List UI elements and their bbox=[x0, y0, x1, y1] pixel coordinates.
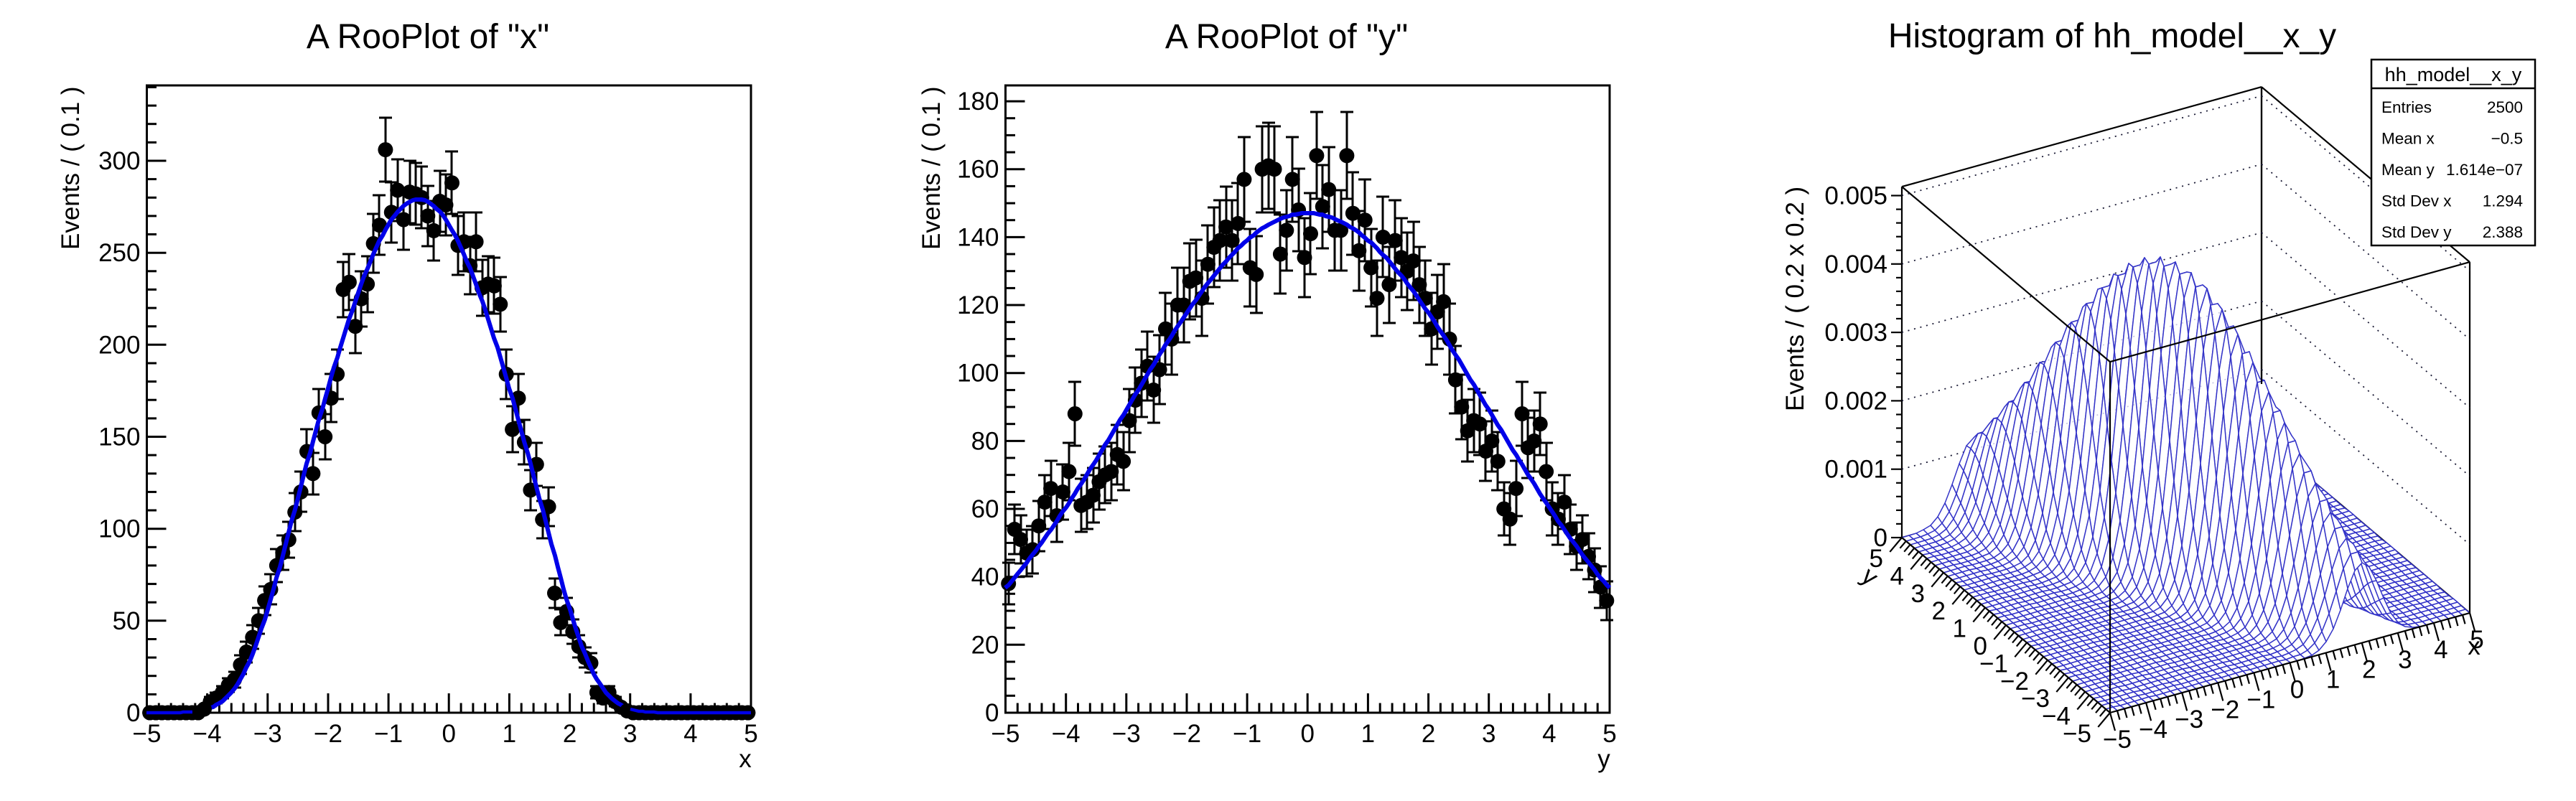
svg-text:1.294: 1.294 bbox=[2483, 192, 2523, 210]
svg-text:−3: −3 bbox=[253, 720, 282, 748]
svg-text:−2: −2 bbox=[2000, 668, 2029, 695]
svg-text:Std Dev y: Std Dev y bbox=[2381, 223, 2452, 241]
svg-text:−1: −1 bbox=[1979, 650, 2008, 678]
svg-text:250: 250 bbox=[98, 239, 140, 267]
svg-text:4: 4 bbox=[1890, 562, 1904, 590]
svg-text:−2: −2 bbox=[2211, 695, 2239, 723]
svg-text:−3: −3 bbox=[1112, 720, 1141, 748]
svg-text:Std Dev x: Std Dev x bbox=[2381, 192, 2452, 210]
svg-text:50: 50 bbox=[113, 607, 141, 635]
svg-text:100: 100 bbox=[957, 360, 999, 388]
svg-text:140: 140 bbox=[957, 223, 999, 251]
svg-text:0.001: 0.001 bbox=[1824, 456, 1887, 484]
svg-text:x: x bbox=[2468, 632, 2481, 660]
svg-text:−0.5: −0.5 bbox=[2491, 130, 2523, 148]
svg-text:0: 0 bbox=[1874, 524, 1887, 552]
svg-text:−4: −4 bbox=[1052, 720, 1081, 748]
svg-text:x: x bbox=[739, 745, 752, 773]
svg-text:3: 3 bbox=[1911, 580, 1925, 608]
svg-text:Entries: Entries bbox=[2381, 98, 2432, 116]
svg-text:3: 3 bbox=[623, 720, 637, 748]
svg-text:4: 4 bbox=[683, 720, 697, 748]
svg-text:1: 1 bbox=[2326, 666, 2340, 694]
svg-text:4: 4 bbox=[2434, 636, 2447, 664]
svg-text:−4: −4 bbox=[2042, 703, 2071, 731]
svg-text:−4: −4 bbox=[193, 720, 222, 748]
svg-text:180: 180 bbox=[957, 88, 999, 116]
svg-text:Events / ( 0.2 x 0.2 ): Events / ( 0.2 x 0.2 ) bbox=[1781, 187, 1809, 411]
svg-text:0: 0 bbox=[2290, 676, 2304, 704]
svg-text:4: 4 bbox=[1542, 720, 1556, 748]
svg-text:−2: −2 bbox=[314, 720, 342, 748]
svg-text:5: 5 bbox=[1870, 545, 1883, 573]
svg-text:80: 80 bbox=[971, 427, 999, 455]
svg-text:5: 5 bbox=[2470, 626, 2483, 654]
svg-text:3: 3 bbox=[2398, 646, 2412, 674]
svg-text:2: 2 bbox=[1422, 720, 1435, 748]
svg-text:Histogram of hh_model__x_y: Histogram of hh_model__x_y bbox=[1888, 17, 2336, 55]
svg-text:−1: −1 bbox=[2246, 685, 2275, 713]
svg-text:2500: 2500 bbox=[2487, 98, 2523, 116]
svg-text:Events / ( 0.1 ): Events / ( 0.1 ) bbox=[918, 86, 946, 250]
svg-text:1: 1 bbox=[1953, 615, 1966, 643]
svg-text:200: 200 bbox=[98, 331, 140, 359]
svg-text:100: 100 bbox=[98, 515, 140, 543]
svg-text:150: 150 bbox=[98, 423, 140, 451]
svg-text:0: 0 bbox=[1974, 632, 1987, 660]
svg-text:1: 1 bbox=[1361, 720, 1375, 748]
svg-text:40: 40 bbox=[971, 563, 999, 591]
svg-text:0: 0 bbox=[1300, 720, 1314, 748]
svg-text:1.614e−07: 1.614e−07 bbox=[2446, 161, 2523, 179]
svg-text:2: 2 bbox=[1932, 597, 1946, 625]
svg-text:5: 5 bbox=[1602, 720, 1616, 748]
svg-text:120: 120 bbox=[957, 291, 999, 319]
svg-text:0: 0 bbox=[126, 699, 140, 727]
svg-text:60: 60 bbox=[971, 495, 999, 523]
svg-text:hh_model__x_y: hh_model__x_y bbox=[2385, 64, 2522, 85]
svg-text:Mean y: Mean y bbox=[2381, 161, 2435, 179]
svg-text:Events / ( 0.1 ): Events / ( 0.1 ) bbox=[57, 86, 85, 250]
svg-text:2: 2 bbox=[2362, 656, 2376, 684]
svg-text:−1: −1 bbox=[374, 720, 403, 748]
svg-text:−3: −3 bbox=[2021, 685, 2050, 713]
svg-text:−1: −1 bbox=[1233, 720, 1261, 748]
svg-text:3: 3 bbox=[1482, 720, 1495, 748]
svg-text:y: y bbox=[1597, 745, 1610, 773]
svg-text:0.005: 0.005 bbox=[1824, 182, 1887, 210]
svg-text:160: 160 bbox=[957, 156, 999, 184]
svg-text:0.002: 0.002 bbox=[1824, 387, 1887, 415]
svg-text:300: 300 bbox=[98, 147, 140, 175]
svg-text:Mean x: Mean x bbox=[2381, 130, 2435, 148]
svg-text:A RooPlot of "x": A RooPlot of "x" bbox=[307, 18, 549, 56]
svg-text:−5: −5 bbox=[2063, 720, 2091, 748]
svg-text:−2: −2 bbox=[1172, 720, 1201, 748]
svg-text:2.388: 2.388 bbox=[2483, 223, 2523, 241]
svg-text:0: 0 bbox=[985, 699, 999, 727]
svg-text:−5: −5 bbox=[2103, 726, 2132, 754]
svg-text:−4: −4 bbox=[2139, 716, 2167, 744]
svg-text:0.003: 0.003 bbox=[1824, 319, 1887, 347]
svg-text:A RooPlot of "y": A RooPlot of "y" bbox=[1165, 18, 1408, 56]
svg-text:1: 1 bbox=[503, 720, 516, 748]
svg-text:−3: −3 bbox=[2175, 706, 2203, 734]
svg-text:2: 2 bbox=[563, 720, 577, 748]
svg-text:20: 20 bbox=[971, 631, 999, 659]
svg-text:0.004: 0.004 bbox=[1824, 250, 1887, 278]
svg-text:−5: −5 bbox=[133, 720, 162, 748]
svg-text:5: 5 bbox=[744, 720, 757, 748]
svg-text:−5: −5 bbox=[991, 720, 1020, 748]
svg-text:0: 0 bbox=[442, 720, 455, 748]
